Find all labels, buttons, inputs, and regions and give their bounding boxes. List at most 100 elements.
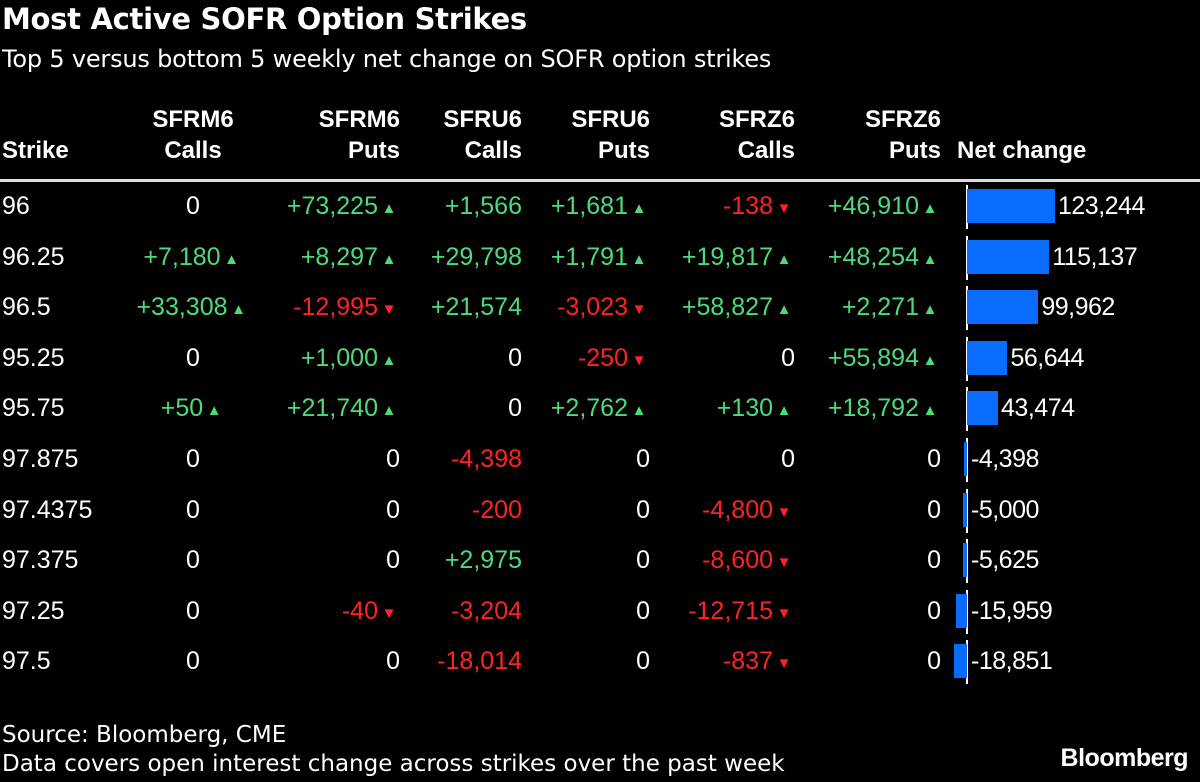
up-arrow-icon: ▲ [381, 351, 397, 369]
value-text: -4,800 [702, 495, 773, 524]
footnote: Data covers open interest change across … [2, 751, 785, 777]
column-header-line1 [957, 104, 1157, 135]
value-cell: 0 [118, 596, 268, 626]
net-change-label: 115,137 [1052, 242, 1138, 271]
value-cell: 0 [522, 444, 650, 474]
value-cell: -18,014 [400, 646, 522, 676]
column-header-line2: Calls [737, 137, 795, 164]
net-change-label: 99,962 [1041, 293, 1115, 322]
value-text: -4,398 [451, 445, 522, 473]
column-header-line1: SFRU6 [443, 106, 522, 133]
column-header-line1: SFRM6 [152, 106, 234, 133]
value-cell: 0 [795, 646, 941, 676]
value-cell: +1,791 ▲ [522, 242, 650, 272]
down-arrow-icon: ▼ [631, 301, 647, 319]
bar-axis [966, 438, 968, 482]
net-change-label: 56,644 [1010, 343, 1084, 372]
column-header-line2: Strike [2, 137, 69, 164]
net-change-label: -5,625 [971, 546, 1039, 575]
strike-cell: 97.5 [2, 647, 51, 676]
column-header-line1: SFRZ6 [864, 106, 941, 133]
value-cell: +18,792 ▲ [795, 393, 941, 423]
value-cell: +1,566 [400, 191, 522, 221]
column-header-line2: Puts [597, 137, 650, 164]
value-text: 0 [386, 546, 400, 575]
value-cell: -4,800 ▼ [650, 495, 795, 525]
value-cell: 0 [522, 495, 650, 525]
value-text: -40 [341, 596, 378, 625]
column-header: SFRZ6 Calls [650, 104, 795, 166]
value-cell: -12,715 ▼ [650, 596, 795, 626]
net-change-bar [963, 492, 967, 527]
column-header-line1: SFRM6 [318, 106, 400, 133]
value-text: -250 [577, 343, 628, 372]
value-cell: +29,798 [400, 242, 522, 272]
value-text: -3,023 [557, 293, 628, 322]
value-cell: 0 [260, 444, 400, 474]
chart-subtitle: Top 5 versus bottom 5 weekly net change … [2, 45, 772, 73]
value-text: 0 [927, 596, 941, 625]
value-text: +29,798 [430, 242, 522, 271]
value-cell: -8,600 ▼ [650, 545, 795, 575]
value-cell: +2,762 ▲ [522, 393, 650, 423]
value-cell: +21,574 [400, 292, 522, 322]
value-cell: 0 [118, 191, 268, 221]
up-arrow-icon: ▲ [381, 250, 397, 268]
value-cell: 0 [522, 596, 650, 626]
up-arrow-icon: ▲ [231, 301, 246, 319]
value-text: +55,894 [827, 343, 919, 372]
column-header-line2: Calls [464, 137, 522, 164]
down-arrow-icon: ▼ [776, 200, 792, 217]
net-change-label: -18,851 [971, 647, 1053, 676]
bar-axis [966, 589, 968, 634]
strike-cell: 96 [2, 192, 30, 220]
value-cell: -40 ▼ [260, 596, 400, 626]
up-arrow-icon: ▲ [922, 250, 938, 268]
value-text: -18,014 [437, 647, 522, 676]
column-header: SFRM6 Puts [260, 104, 400, 166]
net-change-bar [962, 543, 967, 578]
up-arrow-icon: ▲ [206, 402, 222, 420]
value-cell: +1,000 ▲ [260, 343, 400, 373]
column-header: SFRU6 Puts [522, 104, 650, 166]
value-cell: -837 ▼ [650, 646, 795, 676]
net-change-bar [953, 644, 967, 679]
column-header-line1: SFRZ6 [718, 106, 795, 133]
value-cell: 0 [795, 495, 941, 525]
value-cell: 0 [118, 545, 268, 575]
strike-cell: 97.875 [2, 445, 79, 473]
chart-title: Most Active SOFR Option Strikes [2, 2, 527, 36]
value-cell: -4,398 [400, 444, 522, 474]
value-text: +2,975 [444, 546, 522, 575]
value-cell: 0 [795, 545, 941, 575]
net-change-label: 123,244 [1058, 192, 1145, 220]
column-header: SFRM6 Calls [118, 104, 268, 166]
up-arrow-icon: ▲ [922, 351, 938, 369]
value-cell: +33,308 ▲ [118, 292, 268, 322]
column-header: SFRZ6 Puts [795, 104, 941, 166]
value-text: 0 [781, 445, 795, 473]
value-text: 0 [927, 445, 941, 473]
down-arrow-icon: ▼ [381, 301, 397, 319]
value-cell: -200 [400, 495, 522, 525]
value-text: +48,254 [827, 242, 919, 271]
value-text: 0 [186, 546, 200, 575]
strike-cell: 96.25 [2, 242, 65, 271]
up-arrow-icon: ▲ [776, 301, 792, 319]
value-text: +7,180 [143, 242, 221, 271]
value-text: +1,566 [444, 192, 522, 220]
value-text: +130 [716, 394, 773, 423]
value-text: 0 [186, 445, 200, 473]
value-text: +2,271 [841, 293, 919, 322]
value-text: -12,995 [293, 293, 378, 322]
header-rule [0, 179, 1200, 182]
value-text: +58,827 [681, 293, 773, 322]
net-change-bar [967, 189, 1055, 223]
value-text: +1,791 [550, 242, 628, 271]
bar-axis [966, 488, 968, 533]
value-text: +19,817 [681, 242, 773, 271]
up-arrow-icon: ▲ [381, 200, 397, 217]
value-text: 0 [636, 495, 650, 524]
strike-cell: 96.5 [2, 293, 51, 322]
value-text: 0 [508, 394, 522, 423]
